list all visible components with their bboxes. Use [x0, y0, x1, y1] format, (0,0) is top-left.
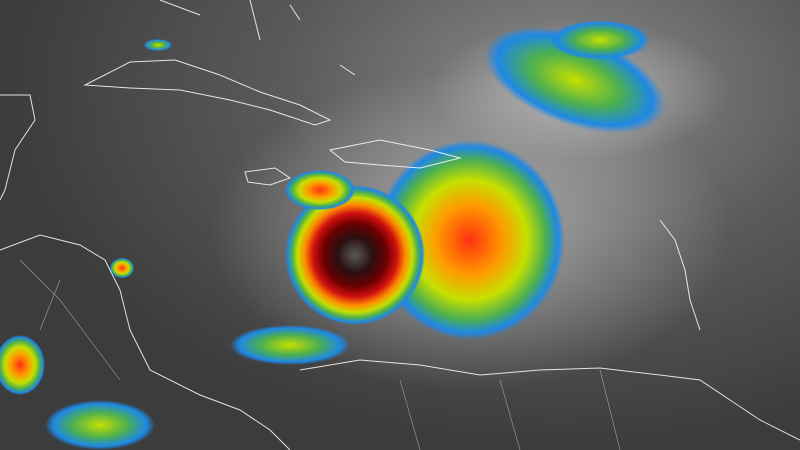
- south-america-coastline: [299, 359, 800, 441]
- hispaniola-coastline: [328, 139, 462, 169]
- central-america-coastline: [0, 234, 291, 450]
- lesser-antilles: [659, 219, 701, 331]
- rainband-east: [375, 140, 565, 340]
- bahamas-coastline: [159, 0, 356, 76]
- convection-cell: [285, 170, 355, 210]
- cuba-coastline: [83, 59, 332, 126]
- convection-southwest: [45, 400, 155, 450]
- convection-cell: [144, 39, 172, 51]
- jamaica-coastline: [244, 167, 292, 186]
- country-borders: [19, 259, 621, 450]
- convection-cell: [110, 258, 134, 278]
- yucatan-coastline: [0, 94, 36, 201]
- convection-north: [550, 20, 650, 60]
- borders: [19, 259, 621, 450]
- hurricane-core: [285, 185, 425, 325]
- convection-south: [230, 325, 350, 365]
- convection-central-america: [0, 335, 45, 395]
